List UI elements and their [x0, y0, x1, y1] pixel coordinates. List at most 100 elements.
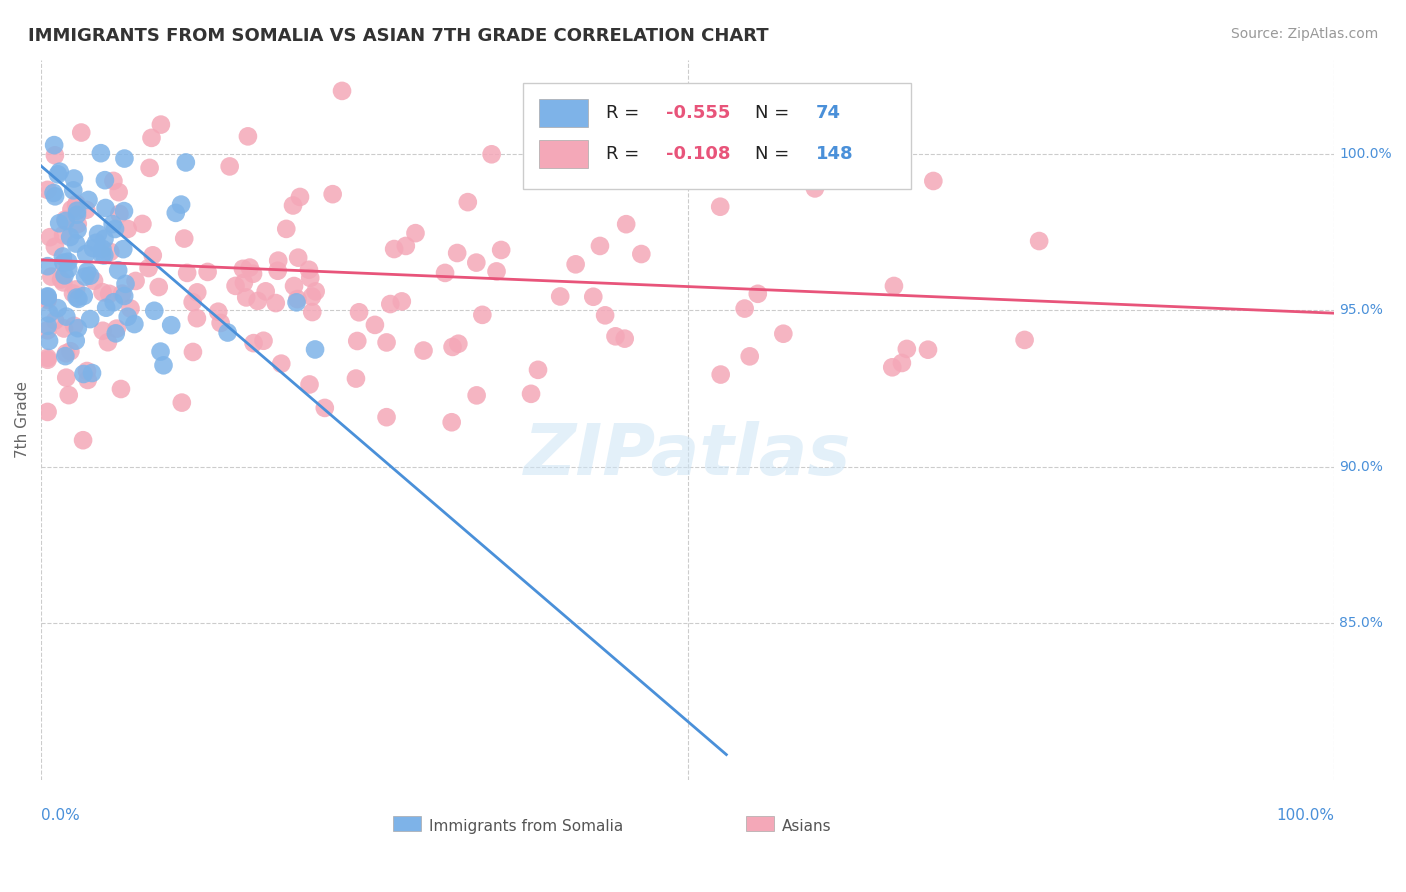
Point	[53, 268, 76, 283]
Point	[58, 254, 80, 268]
Point	[772, 326, 794, 341]
Point	[91, 242, 114, 256]
Point	[84, 235, 107, 250]
Point	[65, 282, 87, 296]
Point	[405, 226, 427, 240]
Point	[41, 269, 63, 284]
Point	[734, 301, 756, 316]
Point	[174, 155, 197, 169]
Point	[131, 217, 153, 231]
Point	[111, 286, 134, 301]
Text: -0.108: -0.108	[665, 145, 730, 163]
Point	[298, 262, 321, 277]
Point	[613, 332, 636, 346]
Point	[107, 185, 129, 199]
Point	[52, 255, 75, 269]
Point	[96, 301, 118, 315]
Point	[440, 415, 463, 429]
Point	[66, 208, 89, 222]
Point	[37, 351, 59, 365]
Point	[59, 230, 82, 244]
Point	[917, 343, 939, 357]
Text: Asians: Asians	[782, 819, 831, 834]
Point	[276, 222, 298, 236]
Point	[232, 276, 254, 290]
Point	[236, 129, 259, 144]
Point	[90, 146, 112, 161]
Point	[52, 250, 75, 264]
Point	[375, 410, 398, 425]
Point	[314, 401, 336, 415]
Point	[72, 434, 94, 448]
Text: 100.0%: 100.0%	[1277, 808, 1334, 823]
Point	[896, 342, 918, 356]
Point	[152, 359, 174, 373]
Point	[77, 193, 100, 207]
Point	[298, 377, 321, 392]
Point	[37, 183, 59, 197]
Point	[103, 174, 125, 188]
Point	[53, 349, 76, 363]
Point	[1014, 333, 1036, 347]
Point	[412, 343, 434, 358]
Point	[170, 197, 193, 211]
Point	[124, 274, 146, 288]
Point	[37, 318, 59, 333]
Point	[882, 360, 904, 375]
Point	[52, 228, 75, 243]
Point	[160, 318, 183, 333]
Point	[548, 289, 571, 303]
Point	[48, 164, 70, 178]
Point	[55, 214, 77, 228]
Point	[91, 324, 114, 338]
Point	[197, 265, 219, 279]
Point	[112, 289, 135, 303]
Point	[79, 268, 101, 283]
Point	[391, 294, 413, 309]
Text: Immigrants from Somalia: Immigrants from Somalia	[429, 819, 623, 834]
Text: R =: R =	[606, 145, 645, 163]
Point	[347, 305, 370, 319]
Point	[165, 206, 187, 220]
Point	[110, 382, 132, 396]
Point	[465, 255, 488, 269]
Point	[70, 126, 93, 140]
Point	[520, 387, 543, 401]
Point	[804, 181, 827, 195]
Point	[48, 216, 70, 230]
Point	[173, 231, 195, 245]
Point	[301, 289, 323, 303]
Point	[395, 239, 418, 253]
Point	[97, 335, 120, 350]
Point	[217, 326, 239, 340]
Point	[75, 202, 97, 217]
Point	[589, 239, 612, 253]
Point	[117, 310, 139, 324]
Point	[380, 297, 402, 311]
Point	[93, 232, 115, 246]
Point	[73, 289, 96, 303]
Point	[37, 290, 59, 304]
Point	[65, 198, 87, 212]
Text: -0.555: -0.555	[665, 103, 730, 122]
Point	[181, 345, 204, 359]
Point	[105, 321, 128, 335]
Point	[72, 367, 94, 381]
Point	[883, 279, 905, 293]
Point	[46, 301, 69, 315]
Point	[447, 336, 470, 351]
Point	[104, 222, 127, 236]
Point	[98, 244, 121, 259]
Point	[98, 286, 121, 301]
Point	[37, 259, 59, 273]
Point	[62, 286, 84, 301]
Point	[138, 260, 160, 275]
Point	[82, 241, 104, 255]
Text: 0.0%: 0.0%	[41, 808, 80, 823]
Point	[267, 264, 290, 278]
Point	[489, 243, 512, 257]
Point	[101, 217, 124, 231]
Point	[364, 318, 387, 332]
Point	[52, 256, 75, 270]
Point	[149, 344, 172, 359]
